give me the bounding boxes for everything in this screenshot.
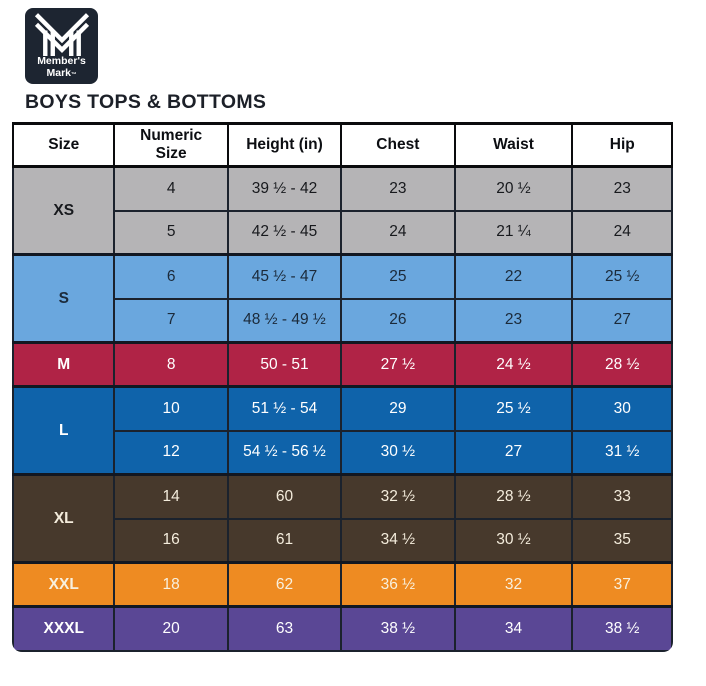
hip-cell: 35 [571,517,673,564]
brand-name-line1: Member's [37,55,86,67]
row-xs-5: 5 42 ½ - 45 24 21 ¼ 24 [13,209,673,256]
numeric-size-cell: 18 [113,561,229,608]
height-cell: 42 ½ - 45 [226,209,343,256]
hip-cell: 38 ½ [571,605,673,652]
height-cell: 45 ½ - 47 [226,253,343,300]
chest-cell: 38 ½ [340,605,456,652]
hip-cell: 30 [571,385,673,432]
waist-cell: 34 [453,605,574,652]
waist-cell: 21 ¼ [453,209,574,256]
header-height: Height (in) [226,122,343,168]
height-cell: 60 [226,473,343,520]
hip-cell: 31 ½ [571,429,673,476]
chest-cell: 26 [340,297,456,344]
row-m-8: M 8 50 - 51 27 ½ 24 ½ 28 ½ [12,341,673,388]
chest-cell: 29 [340,385,456,432]
size-label-m: M [12,341,116,388]
waist-cell: 30 ½ [453,517,574,564]
numeric-size-cell: 5 [113,209,229,256]
hip-cell: 28 ½ [571,341,673,388]
numeric-size-cell: 14 [113,473,229,520]
waist-cell: 27 [453,429,574,476]
height-cell: 50 - 51 [226,341,343,388]
size-label-xxxl: XXXL [12,605,116,652]
size-chart-table-wrapper: Size Numeric Size Height (in) Chest Wais… [12,122,673,652]
chest-cell: 27 ½ [340,341,456,388]
chest-cell: 30 ½ [340,429,456,476]
header-numeric-size: Numeric Size [113,122,229,168]
waist-cell: 24 ½ [453,341,574,388]
brand-name-line2: Mark [46,66,71,79]
numeric-size-cell: 16 [113,517,229,564]
row-xxl-18: XXL 18 62 36 ½ 32 37 [12,561,673,608]
hip-cell: 37 [571,561,673,608]
header-waist: Waist [453,122,574,168]
row-l-10: L 10 51 ½ - 54 29 25 ½ 30 [12,385,673,476]
row-xl-14: XL 14 60 32 ½ 28 ½ 33 [12,473,673,564]
header-chest: Chest [340,122,456,168]
height-cell: 39 ½ - 42 [226,165,343,212]
hip-cell: 33 [571,473,673,520]
hip-cell: 27 [571,297,673,344]
height-cell: 48 ½ - 49 ½ [226,297,343,344]
height-cell: 54 ½ - 56 ½ [226,429,343,476]
members-mark-m-icon [34,13,89,56]
chest-cell: 24 [340,209,456,256]
table-header-row: Size Numeric Size Height (in) Chest Wais… [12,122,673,168]
numeric-size-cell: 8 [113,341,229,388]
numeric-size-cell: 7 [113,297,229,344]
numeric-size-cell: 20 [113,605,229,652]
chest-cell: 32 ½ [340,473,456,520]
row-s-6: S 6 45 ½ - 47 25 22 25 ½ [12,253,673,344]
row-xl-16: 16 61 34 ½ 30 ½ 35 [13,517,673,564]
waist-cell: 25 ½ [453,385,574,432]
row-xs-4: XS 4 39 ½ - 42 23 20 ½ 23 [12,165,673,256]
row-l-12: 12 54 ½ - 56 ½ 30 ½ 27 31 ½ [13,429,673,476]
row-xxxl-20: XXXL 20 63 38 ½ 34 38 ½ [12,605,673,652]
height-cell: 51 ½ - 54 [226,385,343,432]
height-cell: 62 [226,561,343,608]
size-label-xs: XS [12,165,116,256]
numeric-size-cell: 6 [113,253,229,300]
chest-cell: 36 ½ [340,561,456,608]
waist-cell: 20 ½ [453,165,574,212]
header-size: Size [12,122,116,168]
waist-cell: 28 ½ [453,473,574,520]
size-chart-table: Size Numeric Size Height (in) Chest Wais… [12,122,673,652]
waist-cell: 23 [453,297,574,344]
numeric-size-cell: 4 [113,165,229,212]
size-label-xxl: XXL [12,561,116,608]
numeric-size-cell: 12 [113,429,229,476]
height-cell: 63 [226,605,343,652]
brand-name: Member's Mark™ [37,55,86,79]
chest-cell: 34 ½ [340,517,456,564]
trademark-symbol: ™ [71,71,77,78]
chest-cell: 25 [340,253,456,300]
size-label-l: L [12,385,116,476]
chest-cell: 23 [340,165,456,212]
waist-cell: 32 [453,561,574,608]
numeric-size-cell: 10 [113,385,229,432]
waist-cell: 22 [453,253,574,300]
header-hip: Hip [571,122,673,168]
hip-cell: 25 ½ [571,253,673,300]
members-mark-logo: Member's Mark™ [25,8,98,84]
height-cell: 61 [226,517,343,564]
row-s-7: 7 48 ½ - 49 ½ 26 23 27 [13,297,673,344]
hip-cell: 24 [571,209,673,256]
size-label-s: S [12,253,116,344]
page-title: BOYS TOPS & BOTTOMS [25,91,267,113]
size-label-xl: XL [12,473,116,564]
hip-cell: 23 [571,165,673,212]
